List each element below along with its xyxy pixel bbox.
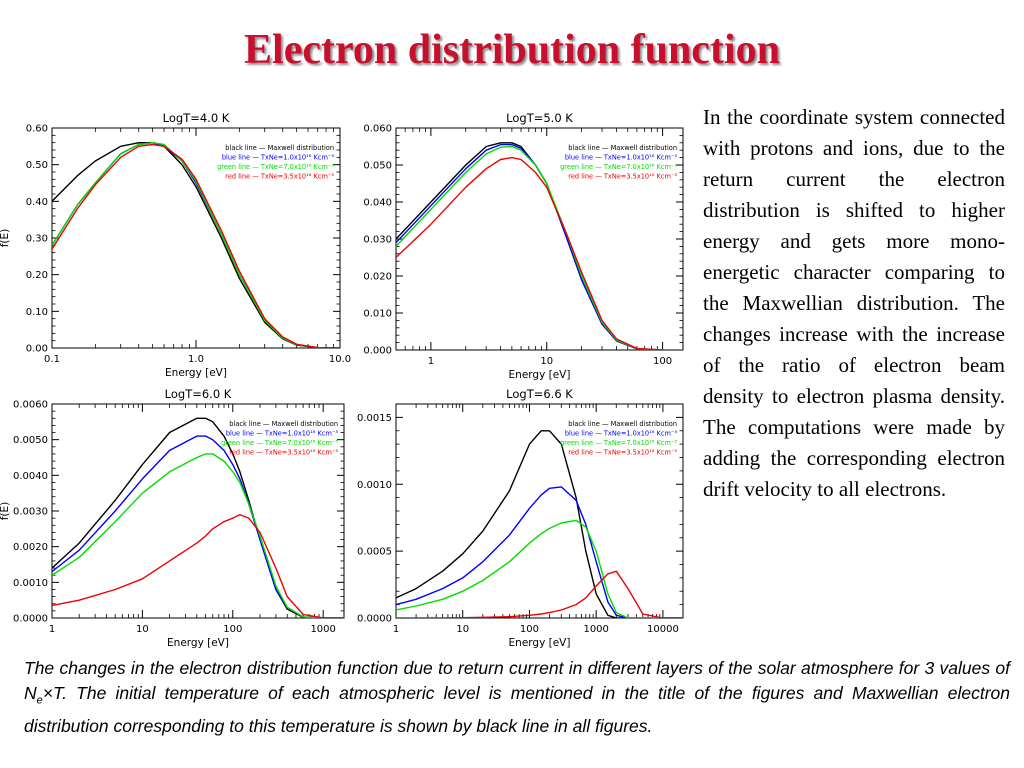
chart-title: LogT=6.0 K — [165, 387, 232, 401]
legend-entry: red line — TxNe=3.5x10¹⁶ Kcm⁻³ — [568, 449, 677, 457]
y-tick-label: 0.010 — [363, 309, 392, 320]
series-line-green — [396, 145, 663, 350]
x-axis-label: Energy [eV] — [509, 369, 571, 381]
y-axis-label: f(E) — [0, 502, 11, 521]
legend-entry: black line — Maxwell distribution — [229, 420, 338, 428]
y-tick-label: 0.50 — [26, 160, 48, 171]
plot-frame — [51, 127, 341, 349]
series-line-red — [52, 143, 340, 348]
description-text: In the coordinate system connected with … — [703, 105, 1005, 501]
x-tick-label: 10000 — [647, 624, 679, 635]
x-axis-label: Energy [eV] — [167, 637, 229, 649]
x-tick-label: 100 — [520, 624, 539, 635]
y-tick-label: 0.60 — [26, 124, 48, 135]
chart-title: LogT=6.6 K — [506, 387, 573, 401]
x-tick-label: 10 — [136, 624, 149, 635]
x-axis-label: Energy [eV] — [165, 367, 227, 379]
series-line-blue — [396, 486, 683, 618]
x-tick-label: 1000 — [310, 624, 335, 635]
plot-frame — [395, 127, 684, 351]
legend-entry: red line — TxNe=3.5x10¹⁶ Kcm⁻³ — [229, 449, 338, 457]
caption-part-2: ×T. The initial temperature of each atmo… — [24, 683, 1010, 736]
y-tick-label: 0.0050 — [13, 435, 48, 446]
chart-logt-5: 1 10 100 0.000 0.010 0.020 0.030 0.040 0.050 0.06… — [363, 111, 684, 381]
legend-entry: green line — TxNe=7.0x10¹⁶ Kcm⁻³ — [217, 163, 334, 171]
y-tick-label: 0.0030 — [13, 507, 48, 518]
caption-subscript: e — [36, 694, 43, 707]
y-axis-label: f(E) — [0, 229, 11, 248]
plot-frame — [395, 403, 684, 619]
chart-logt-6: 1 10 100 1000 0.0000 0.0010 0.0020 0.0030 0.0040… — [0, 387, 345, 649]
y-tick-label: 0.0010 — [13, 578, 48, 589]
series-line-green — [396, 519, 683, 618]
y-tick-label: 0.0020 — [13, 542, 48, 553]
x-tick-label: 100 — [223, 624, 242, 635]
x-tick-label: 1 — [393, 624, 399, 635]
legend-entry: black line — Maxwell distribution — [568, 420, 677, 428]
x-tick-label: 1.0 — [188, 354, 204, 365]
y-tick-label: 0.040 — [363, 198, 392, 209]
y-tick-label: 0.000 — [363, 346, 392, 357]
series-line-black — [396, 430, 683, 618]
figure-caption: The changes in the electron distribution… — [24, 656, 1010, 739]
x-axis-label: Energy [eV] — [509, 637, 571, 649]
y-tick-label: 0.030 — [363, 235, 392, 246]
series-line-red — [52, 513, 344, 618]
legend-entry: red line — TxNe=3.5x10¹⁶ Kcm⁻³ — [568, 173, 677, 181]
slide-title: Electron distribution function — [244, 27, 780, 73]
series-line-red — [396, 570, 683, 618]
chart-logt-4: 0.1 1.0 10.0 0.00 0.10 0.20 0.30 0.40 0.50 0.60 Lo… — [0, 111, 351, 379]
y-tick-label: 0.10 — [26, 307, 48, 318]
x-tick-label: 10 — [540, 356, 553, 367]
caption-part-1: The changes in the electron distribution… — [24, 658, 1010, 703]
legend-entry: green line — TxNe=7.0x10¹⁶ Kcm⁻³ — [221, 439, 338, 447]
series-line-red — [396, 156, 663, 350]
x-tick-label: 100 — [653, 356, 672, 367]
legend-entry: blue line — TxNe=1.0x10¹⁶ Kcm⁻³ — [226, 430, 338, 438]
y-tick-label: 0.060 — [363, 124, 392, 135]
legend-entry: blue line — TxNe=1.0x10¹⁶ Kcm⁻³ — [565, 154, 677, 162]
y-tick-label: 0.0015 — [357, 413, 392, 424]
y-tick-label: 0.30 — [26, 234, 48, 245]
series-line-green — [52, 453, 344, 618]
series-line-black — [52, 417, 344, 618]
y-tick-label: 0.20 — [26, 270, 48, 281]
y-tick-label: 0.40 — [26, 197, 48, 208]
y-tick-label: 0.0060 — [13, 400, 48, 411]
y-tick-label: 0.0000 — [13, 614, 48, 625]
legend-entry: red line — TxNe=3.5x10¹⁶ Kcm⁻³ — [225, 173, 334, 181]
legend-entry: black line — Maxwell distribution — [225, 144, 334, 152]
x-tick-label: 10.0 — [329, 354, 351, 365]
x-tick-label: 1000 — [583, 624, 608, 635]
x-tick-label: 0.1 — [44, 354, 60, 365]
legend-entry: green line — TxNe=7.0x10¹⁶ Kcm⁻³ — [560, 163, 677, 171]
x-tick-label: 1 — [428, 356, 434, 367]
y-tick-label: 0.0000 — [357, 614, 392, 625]
chart-title: LogT=4.0 K — [163, 111, 230, 125]
y-tick-label: 0.0040 — [13, 471, 48, 482]
legend-entry: green line — TxNe=7.0x10¹⁶ Kcm⁻³ — [560, 439, 677, 447]
x-tick-label: 1 — [49, 624, 55, 635]
y-tick-label: 0.0005 — [357, 547, 392, 558]
y-tick-label: 0.00 — [26, 344, 48, 355]
chart-logt-66: 1 10 100 1000 10000 0.0000 0.0005 0.0010 0.0015 L… — [357, 387, 684, 649]
legend-entry: black line — Maxwell distribution — [568, 144, 677, 152]
chart-title: LogT=5.0 K — [506, 111, 573, 125]
y-tick-label: 0.020 — [363, 272, 392, 283]
y-tick-label: 0.050 — [363, 161, 392, 172]
legend-entry: blue line — TxNe=1.0x10¹⁶ Kcm⁻³ — [222, 154, 334, 162]
x-tick-label: 10 — [456, 624, 469, 635]
plot-frame — [51, 403, 345, 619]
y-tick-label: 0.0010 — [357, 480, 392, 491]
legend-entry: blue line — TxNe=1.0x10¹⁶ Kcm⁻³ — [565, 430, 677, 438]
